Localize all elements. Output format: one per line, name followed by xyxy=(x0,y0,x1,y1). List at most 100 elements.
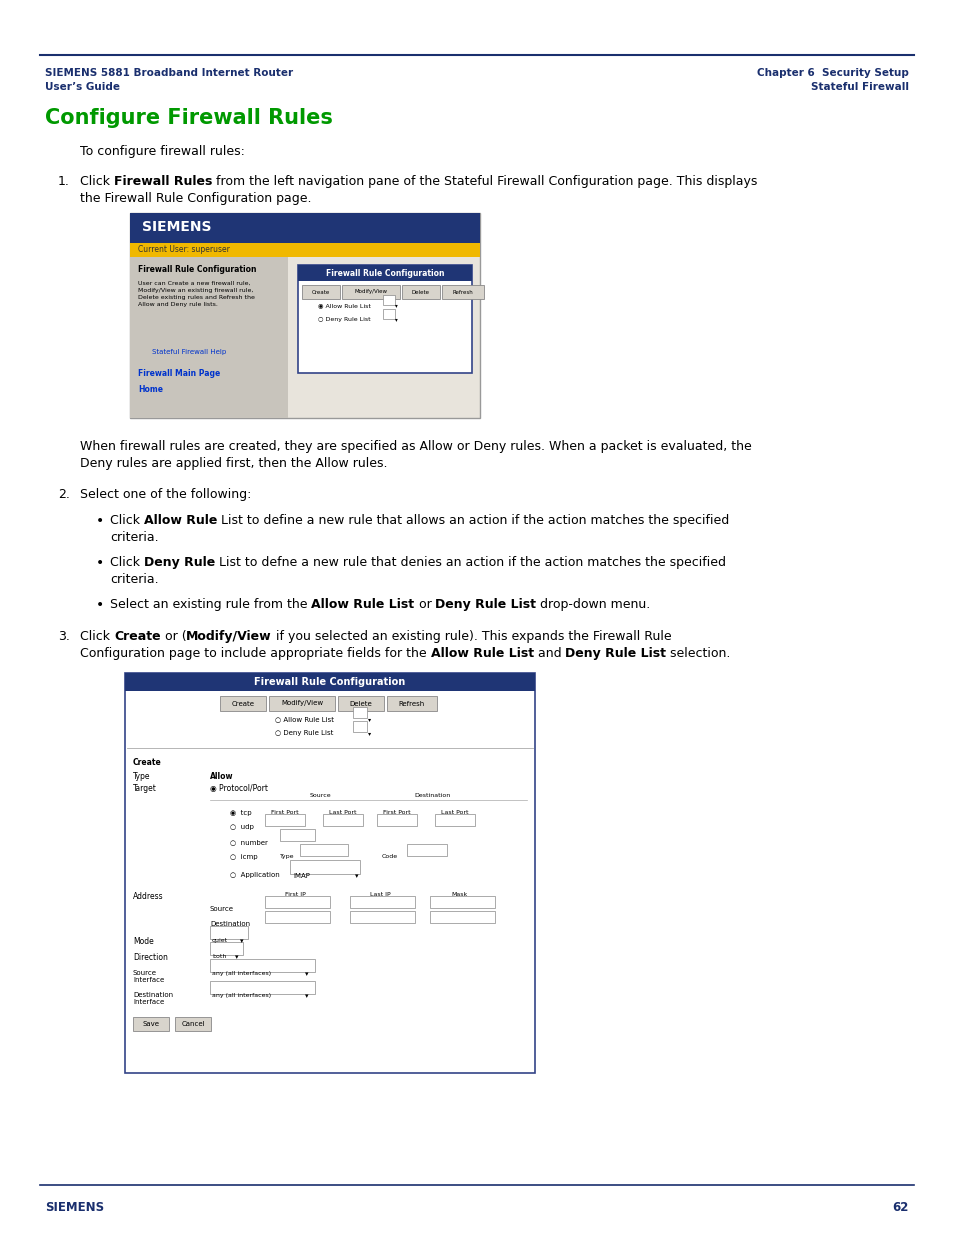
Text: •: • xyxy=(96,556,104,571)
Text: any (all interfaces): any (all interfaces) xyxy=(212,993,271,998)
Text: ◉  tcp: ◉ tcp xyxy=(230,810,252,816)
Text: List to defne a new rule that denies an action if the action matches the specifi: List to defne a new rule that denies an … xyxy=(215,556,725,569)
Bar xyxy=(130,212,479,417)
Text: •: • xyxy=(96,514,104,529)
Bar xyxy=(430,897,495,908)
Bar xyxy=(435,814,475,826)
Text: Stateful Firewall: Stateful Firewall xyxy=(810,82,908,91)
Bar xyxy=(130,257,288,417)
Text: Direction: Direction xyxy=(132,953,168,962)
Text: or: or xyxy=(415,598,435,611)
Bar xyxy=(382,309,395,319)
Text: Modify/View: Modify/View xyxy=(280,700,323,706)
Text: Allow Rule List: Allow Rule List xyxy=(312,598,415,611)
Text: Click: Click xyxy=(80,630,113,643)
Bar xyxy=(210,960,314,972)
Text: User can Create a new firewall rule,
Modify/View an existing firewall rule,
Dele: User can Create a new firewall rule, Mod… xyxy=(138,282,254,308)
Text: Destination: Destination xyxy=(210,921,250,927)
Text: ○  number: ○ number xyxy=(230,839,268,845)
Text: and: and xyxy=(533,647,565,659)
Bar xyxy=(350,897,415,908)
Text: 1.: 1. xyxy=(58,175,70,188)
Bar xyxy=(265,814,305,826)
Text: Click: Click xyxy=(80,175,113,188)
Bar xyxy=(210,926,248,939)
Text: Last Port: Last Port xyxy=(441,810,468,815)
Bar xyxy=(353,706,367,718)
Bar xyxy=(220,697,266,711)
Text: criteria.: criteria. xyxy=(110,531,158,543)
Text: 3.: 3. xyxy=(58,630,70,643)
Text: Target: Target xyxy=(132,784,156,793)
Text: drop-down menu.: drop-down menu. xyxy=(536,598,650,611)
Bar xyxy=(265,911,330,923)
Bar xyxy=(269,697,335,711)
Text: Last Port: Last Port xyxy=(329,810,356,815)
Text: ○ Deny Rule List: ○ Deny Rule List xyxy=(274,730,333,736)
Bar xyxy=(297,266,472,373)
Text: Firewall Main Page: Firewall Main Page xyxy=(138,369,220,378)
Bar xyxy=(174,1016,211,1031)
Text: Firewall Rule Configuration: Firewall Rule Configuration xyxy=(254,677,405,687)
Bar xyxy=(353,721,367,732)
Text: ▾: ▾ xyxy=(368,718,371,722)
Text: To configure firewall rules:: To configure firewall rules: xyxy=(80,144,245,158)
Bar xyxy=(441,285,483,299)
Bar xyxy=(280,829,314,841)
Text: User’s Guide: User’s Guide xyxy=(45,82,120,91)
Bar xyxy=(130,243,479,257)
Text: Modify/View: Modify/View xyxy=(186,630,272,643)
Bar xyxy=(297,266,472,282)
Text: ▾: ▾ xyxy=(240,939,243,944)
Text: Source: Source xyxy=(210,906,233,911)
Bar xyxy=(299,844,348,856)
Text: any (all interfaces): any (all interfaces) xyxy=(212,971,271,976)
Text: the Firewall Rule Configuration page.: the Firewall Rule Configuration page. xyxy=(80,191,312,205)
Text: Delete: Delete xyxy=(349,700,372,706)
Text: ▾: ▾ xyxy=(395,317,397,322)
Text: ▾: ▾ xyxy=(305,993,308,999)
Bar xyxy=(407,844,447,856)
Text: both: both xyxy=(212,953,226,960)
Text: Destination
Interface: Destination Interface xyxy=(132,992,172,1005)
Text: ▾: ▾ xyxy=(368,731,371,736)
Text: ▾: ▾ xyxy=(355,873,358,879)
Bar xyxy=(265,897,330,908)
Text: SIEMENS: SIEMENS xyxy=(45,1200,104,1214)
Text: Create: Create xyxy=(113,630,160,643)
Text: ○  icmp: ○ icmp xyxy=(230,853,257,860)
Text: Delete: Delete xyxy=(412,289,430,294)
Text: Create: Create xyxy=(232,700,254,706)
Text: Refresh: Refresh xyxy=(452,289,473,294)
Text: if you selected an existing rule). This expands the Firewall Rule: if you selected an existing rule). This … xyxy=(272,630,671,643)
Text: Deny Rule List: Deny Rule List xyxy=(435,598,536,611)
Text: Current User: superuser: Current User: superuser xyxy=(138,246,230,254)
Text: Modify/View: Modify/View xyxy=(355,289,387,294)
Bar xyxy=(382,295,395,305)
Text: When firewall rules are created, they are specified as Allow or Deny rules. When: When firewall rules are created, they ar… xyxy=(80,440,751,453)
Text: Allow Rule: Allow Rule xyxy=(144,514,217,527)
Bar xyxy=(302,285,339,299)
Bar xyxy=(130,212,479,243)
Text: Firewall Rules: Firewall Rules xyxy=(113,175,213,188)
Bar xyxy=(210,981,314,994)
Bar xyxy=(376,814,416,826)
Text: Click: Click xyxy=(110,514,144,527)
Text: Home: Home xyxy=(138,385,163,394)
Text: Create: Create xyxy=(312,289,330,294)
Text: Address: Address xyxy=(132,892,164,902)
Text: Type: Type xyxy=(280,853,294,860)
Text: Deny Rule List: Deny Rule List xyxy=(565,647,666,659)
Bar xyxy=(430,911,495,923)
Text: SIEMENS 5881 Broadband Internet Router: SIEMENS 5881 Broadband Internet Router xyxy=(45,68,293,78)
Bar xyxy=(290,860,359,874)
Text: Type: Type xyxy=(132,772,151,781)
Text: Click: Click xyxy=(110,556,144,569)
Bar xyxy=(323,814,363,826)
Text: ◉ Allow Rule List: ◉ Allow Rule List xyxy=(317,303,371,308)
Text: Firewall Rule Configuration: Firewall Rule Configuration xyxy=(325,268,444,278)
Text: Mask: Mask xyxy=(452,892,468,897)
Text: quiet: quiet xyxy=(212,939,228,944)
Bar xyxy=(350,911,415,923)
Text: Cancel: Cancel xyxy=(181,1021,205,1028)
